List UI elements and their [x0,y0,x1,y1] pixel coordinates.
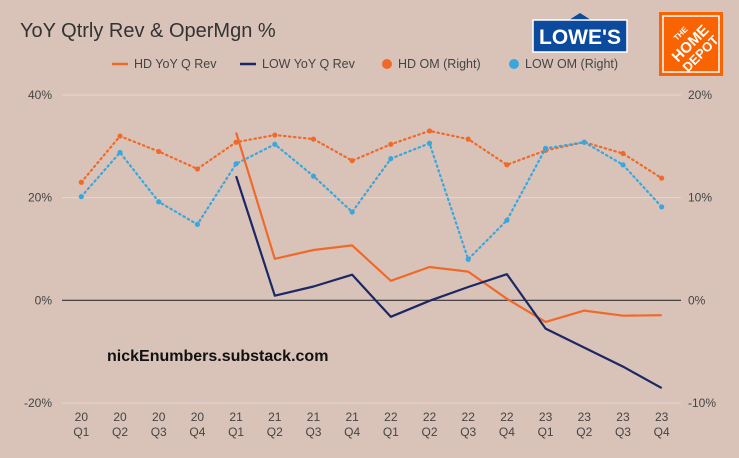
x-axis-tick-quarter: Q1 [73,425,89,439]
x-axis-tick-year: 22 [384,410,398,424]
right-axis-tick-label: 10% [688,191,712,205]
data-point-low-om-right [310,173,317,179]
x-axis-tick-year: 20 [152,410,166,424]
left-axis-tick-label: 20% [28,191,52,205]
series-line-low-om-right [80,141,663,261]
data-point-low-om-right [78,194,84,200]
x-axis-tick-year: 21 [229,410,243,424]
x-axis-tick-year: 22 [462,410,476,424]
data-point-hd-om-right [659,175,665,181]
series-layer [78,128,665,390]
x-axis-tick-year: 20 [113,410,127,424]
data-point-hd-om-right [194,166,201,172]
data-point-hd-om-right [117,133,123,139]
legend-swatch-hd-om-right [382,59,392,69]
gridlines [62,94,681,404]
data-point-low-om-right [620,162,626,168]
data-point-low-om-right [388,156,394,162]
right-axis-tick-label: 20% [688,88,712,102]
right-axis: 20% 10% 0% -10% [688,88,716,410]
left-axis-tick-label: -20% [24,396,52,410]
data-point-hd-om-right [620,150,626,157]
x-axis-tick-quarter: Q4 [499,425,515,439]
x-axis-tick-quarter: Q1 [538,425,554,439]
watermark-text: nickEnumbers.substack.com [107,348,328,365]
data-point-hd-om-right [310,136,317,142]
legend-label-low-yoy-q-rev: LOW YoY Q Rev [262,57,356,71]
data-point-low-om-right [426,140,433,146]
x-axis-tick-quarter: Q1 [228,425,244,439]
x-axis-tick-quarter: Q2 [112,425,128,439]
x-axis-tick-quarter: Q2 [422,425,438,439]
left-axis-tick-label: 0% [35,293,53,307]
x-axis-tick-year: 22 [500,410,514,424]
legend: HD YoY Q Rev LOW YoY Q Rev HD OM (Right) LO… [112,57,618,71]
data-point-hd-om-right [465,136,471,142]
lowes-logo-text: LOWE'S [539,26,621,49]
x-axis-tick-quarter: Q3 [460,425,476,439]
right-axis-tick-label: 0% [688,293,706,307]
data-point-hd-om-right [156,148,162,155]
x-axis-tick-quarter: Q4 [344,425,360,439]
x-axis-tick-year: 21 [268,410,282,424]
data-point-hd-om-right [78,179,84,185]
data-point-low-om-right [581,139,587,145]
data-point-low-om-right [272,141,278,147]
x-axis-tick-quarter: Q2 [576,425,592,439]
data-point-hd-om-right [388,141,394,147]
x-axis-tick-quarter: Q1 [383,425,399,439]
x-axis-tick-year: 22 [423,410,437,424]
data-point-hd-om-right [233,139,239,145]
x-axis-tick-year: 21 [345,410,359,424]
data-point-low-om-right [349,209,355,215]
x-axis: 20Q120Q220Q320Q421Q121Q221Q321Q422Q122Q2… [73,410,670,439]
data-point-hd-om-right [426,128,433,134]
left-axis: 40% 20% 0% -20% [24,88,52,410]
x-axis-tick-year: 23 [616,410,630,424]
data-point-low-om-right [465,256,471,262]
legend-label-hd-om-right: HD OM (Right) [398,57,481,71]
legend-label-low-om-right: LOW OM (Right) [525,57,618,71]
x-axis-tick-quarter: Q4 [189,425,205,439]
home-depot-logo: THE HOME DEPOT [659,12,723,76]
data-point-low-om-right [659,204,665,210]
x-axis-tick-year: 23 [539,410,553,424]
x-axis-tick-quarter: Q4 [654,425,670,439]
x-axis-tick-year: 20 [75,410,89,424]
left-axis-tick-label: 40% [28,88,52,102]
data-point-hd-om-right [349,158,355,164]
data-point-low-om-right [117,149,123,156]
right-axis-tick-label: -10% [688,396,716,410]
x-axis-tick-year: 20 [191,410,205,424]
series-line-hd-om-right [80,129,663,184]
x-axis-tick-quarter: Q3 [615,425,631,439]
x-axis-tick-quarter: Q2 [267,425,283,439]
data-point-low-om-right [194,221,201,227]
data-point-low-om-right [504,217,510,223]
x-axis-tick-year: 21 [307,410,321,424]
x-axis-tick-year: 23 [578,410,592,424]
series-line-hd-yoy-q-rev [235,132,662,323]
chart-title: YoY Qtrly Rev & OperMgn % [20,20,276,42]
data-point-hd-om-right [504,162,510,168]
legend-label-hd-yoy-q-rev: HD YoY Q Rev [134,57,217,71]
data-point-hd-om-right [272,132,278,138]
data-point-low-om-right [156,199,162,205]
x-axis-tick-quarter: Q3 [151,425,167,439]
data-point-low-om-right [233,161,239,167]
data-point-low-om-right [542,145,549,151]
legend-swatch-low-om-right [509,59,519,69]
x-axis-tick-quarter: Q3 [305,425,321,439]
x-axis-tick-year: 23 [655,410,669,424]
lowes-logo: LOWE'S [532,13,628,53]
series-line-low-yoy-q-rev [235,175,663,390]
